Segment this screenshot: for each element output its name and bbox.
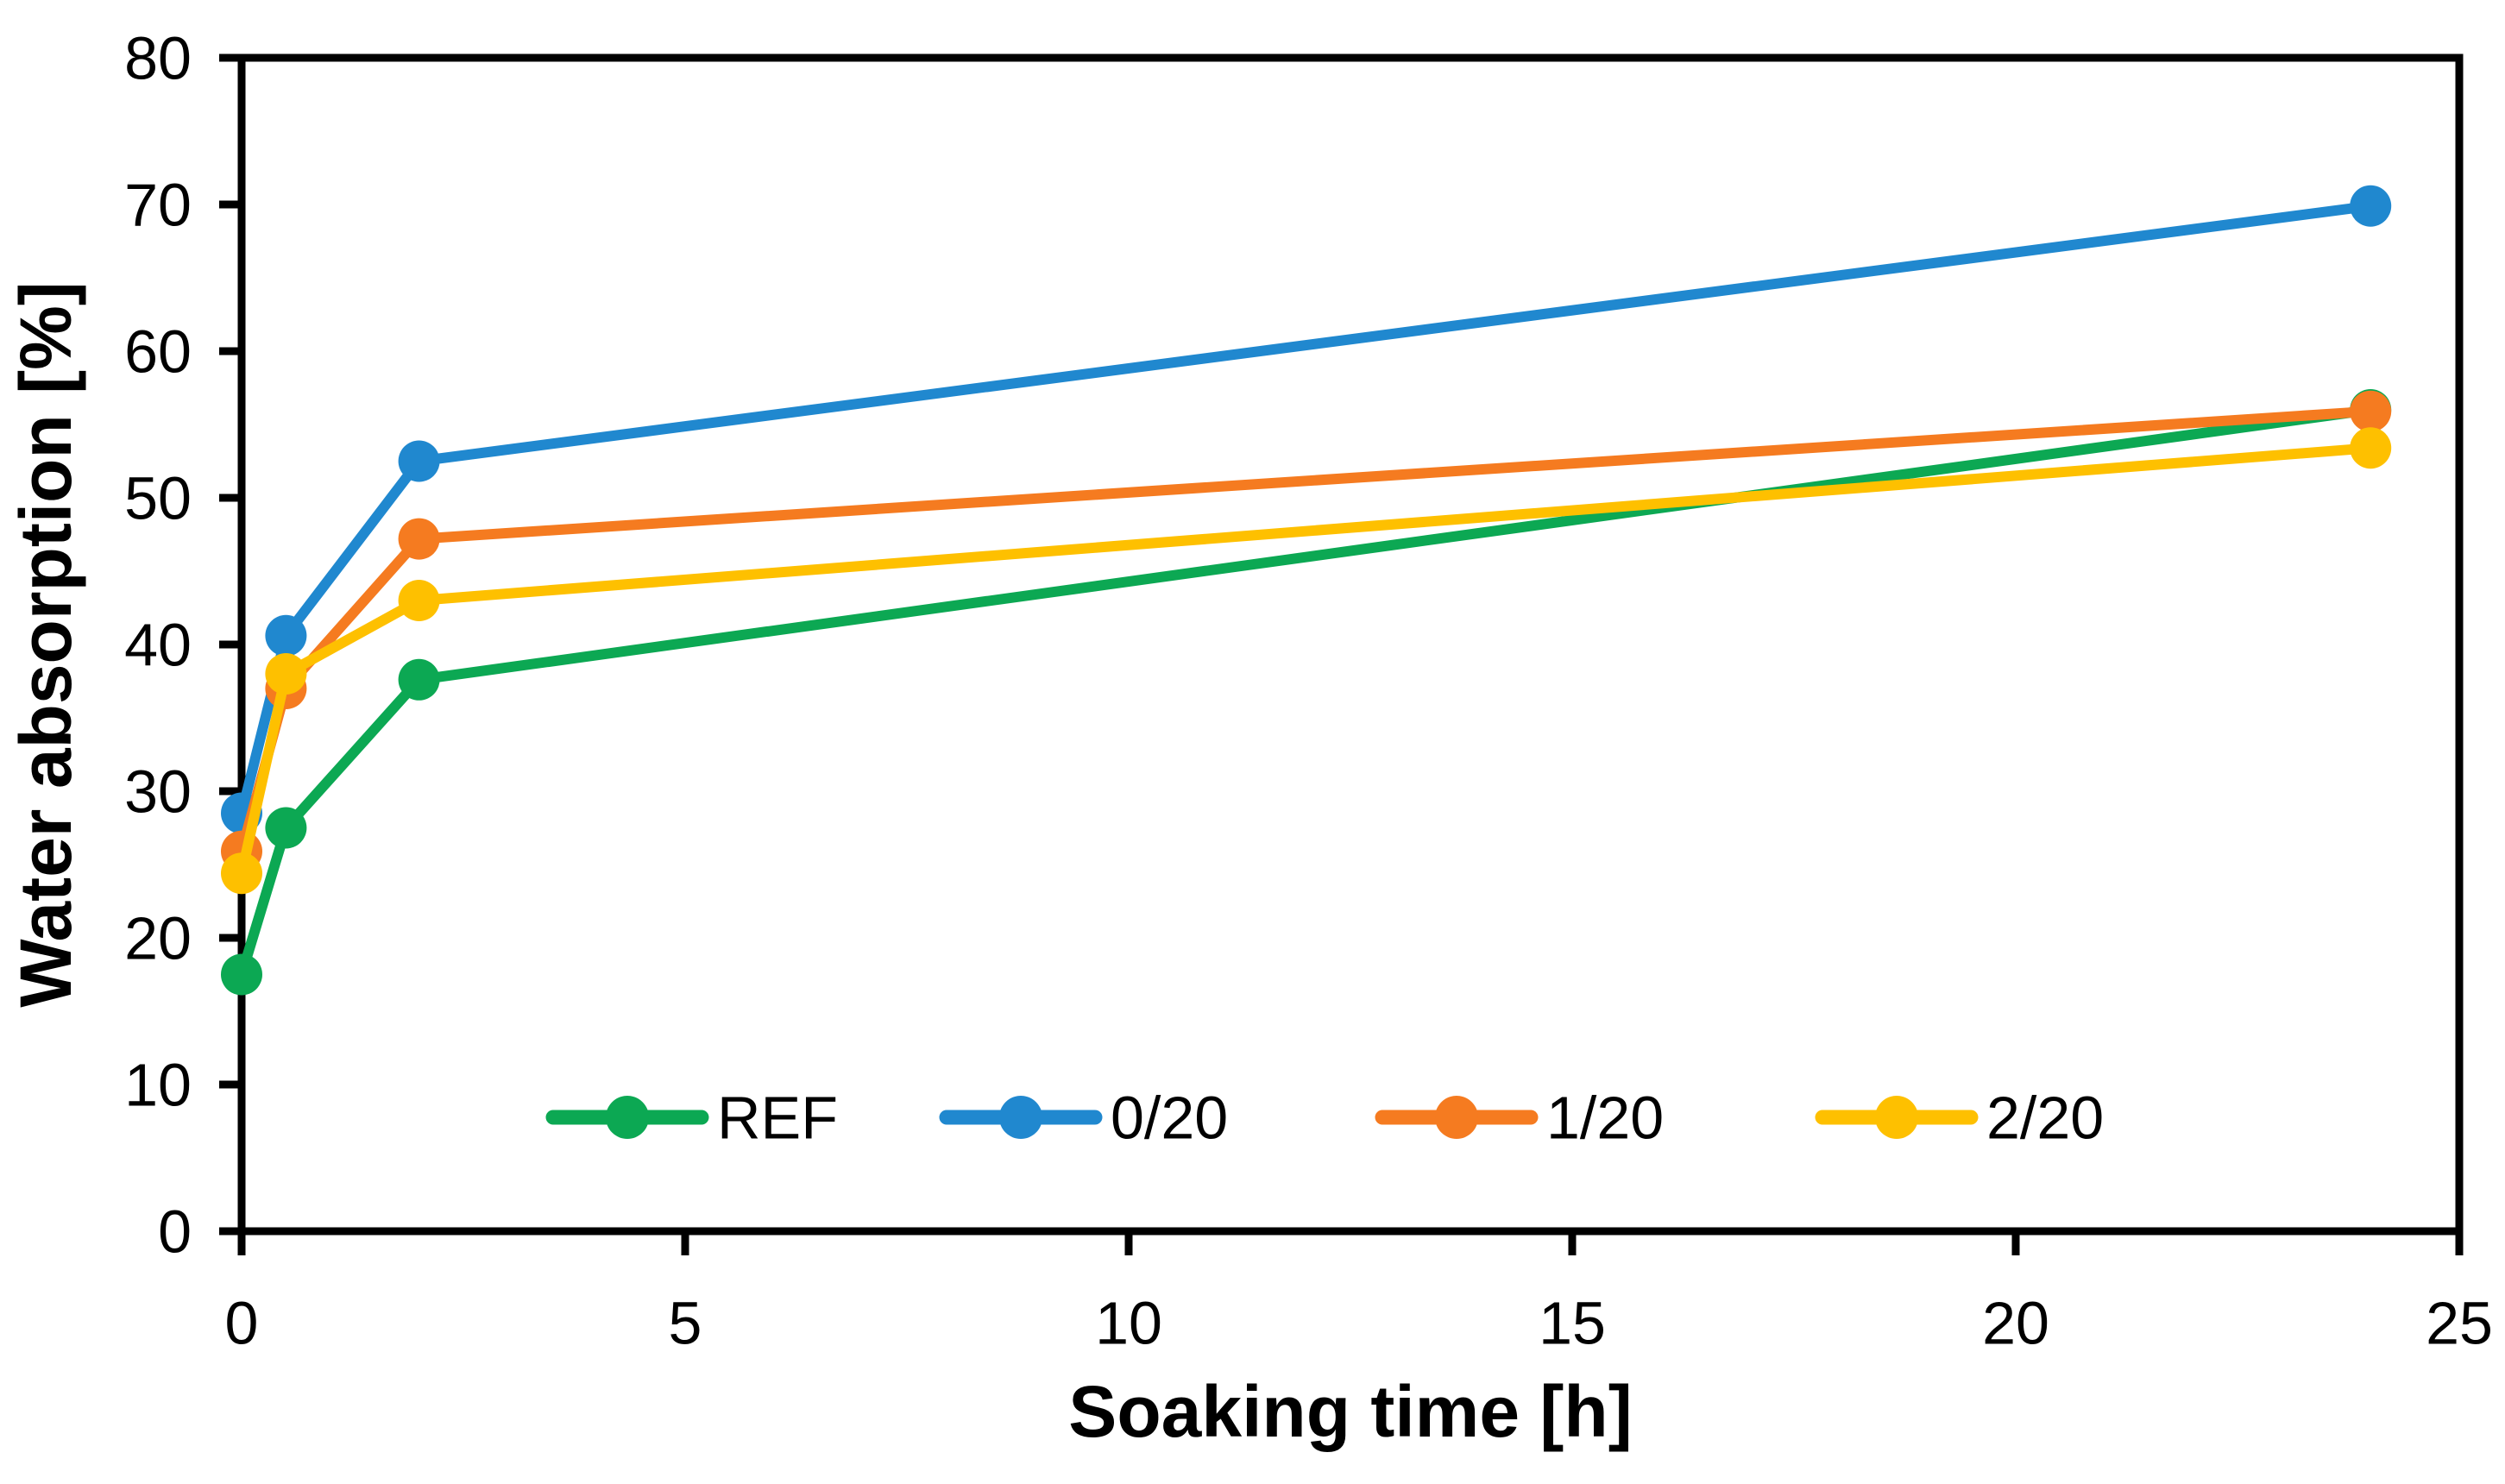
legend-marker-circle — [606, 1096, 649, 1139]
y-axis-tick-label: 60 — [124, 318, 192, 386]
data-point-marker — [265, 653, 307, 695]
legend-label: 1/20 — [1546, 1085, 1664, 1152]
y-axis-tick-label: 50 — [124, 465, 192, 532]
data-point-marker — [2350, 427, 2392, 469]
x-axis-tick-label: 0 — [225, 1289, 259, 1356]
data-point-marker — [398, 518, 440, 560]
y-axis-tick-label: 20 — [124, 905, 192, 972]
y-axis-title: Water absorption [%] — [5, 281, 86, 1008]
data-point-marker — [398, 580, 440, 621]
series-line — [236, 200, 2376, 819]
x-axis-tick-label: 15 — [1539, 1289, 1606, 1356]
y-axis-tick-label: 70 — [124, 172, 192, 239]
series-0/20 — [221, 185, 2392, 834]
x-axis-tick-label: 20 — [1982, 1289, 2049, 1356]
series-line — [236, 405, 2376, 980]
y-axis-tick-label: 80 — [124, 25, 192, 92]
legend-item-REF: REF — [545, 1085, 838, 1152]
data-point-marker — [2350, 390, 2392, 432]
x-axis-title: Soaking time [h] — [1068, 1371, 1632, 1452]
x-axis-tick-label: 25 — [2426, 1289, 2493, 1356]
legend-item-1/20: 1/20 — [1375, 1085, 1664, 1152]
legend-marker-circle — [999, 1096, 1042, 1139]
data-point-marker — [221, 852, 262, 895]
data-point-marker — [398, 658, 440, 701]
x-axis-tick-label: 5 — [669, 1289, 702, 1356]
legend-label: 2/20 — [1986, 1085, 2104, 1152]
plot-area: 0 10 20 30 40 50 60 70 80 0 5 10 15 20 25 REF 0/20 1/20 2/… — [124, 25, 2493, 1357]
y-axis-tick-label: 30 — [124, 758, 192, 826]
data-point-marker — [2350, 185, 2392, 227]
legend-label: 0/20 — [1111, 1085, 1228, 1152]
series-2/20 — [221, 427, 2392, 895]
legend-item-0/20: 0/20 — [939, 1085, 1228, 1152]
data-point-marker — [265, 614, 307, 657]
legend-label: REF — [717, 1085, 838, 1152]
legend-item-2/20: 2/20 — [1815, 1085, 2104, 1152]
data-point-marker — [221, 953, 262, 996]
legend-marker-circle — [1435, 1096, 1478, 1139]
series-1/20 — [221, 390, 2392, 872]
y-axis-tick-label: 10 — [124, 1052, 192, 1119]
y-axis-tick-label: 40 — [124, 612, 192, 679]
data-point-marker — [265, 807, 307, 849]
legend-marker-circle — [1875, 1096, 1918, 1139]
series-line — [236, 443, 2376, 879]
y-axis-tick-label: 0 — [158, 1198, 192, 1266]
data-point-marker — [398, 440, 440, 482]
x-axis-tick-label: 10 — [1095, 1289, 1162, 1356]
